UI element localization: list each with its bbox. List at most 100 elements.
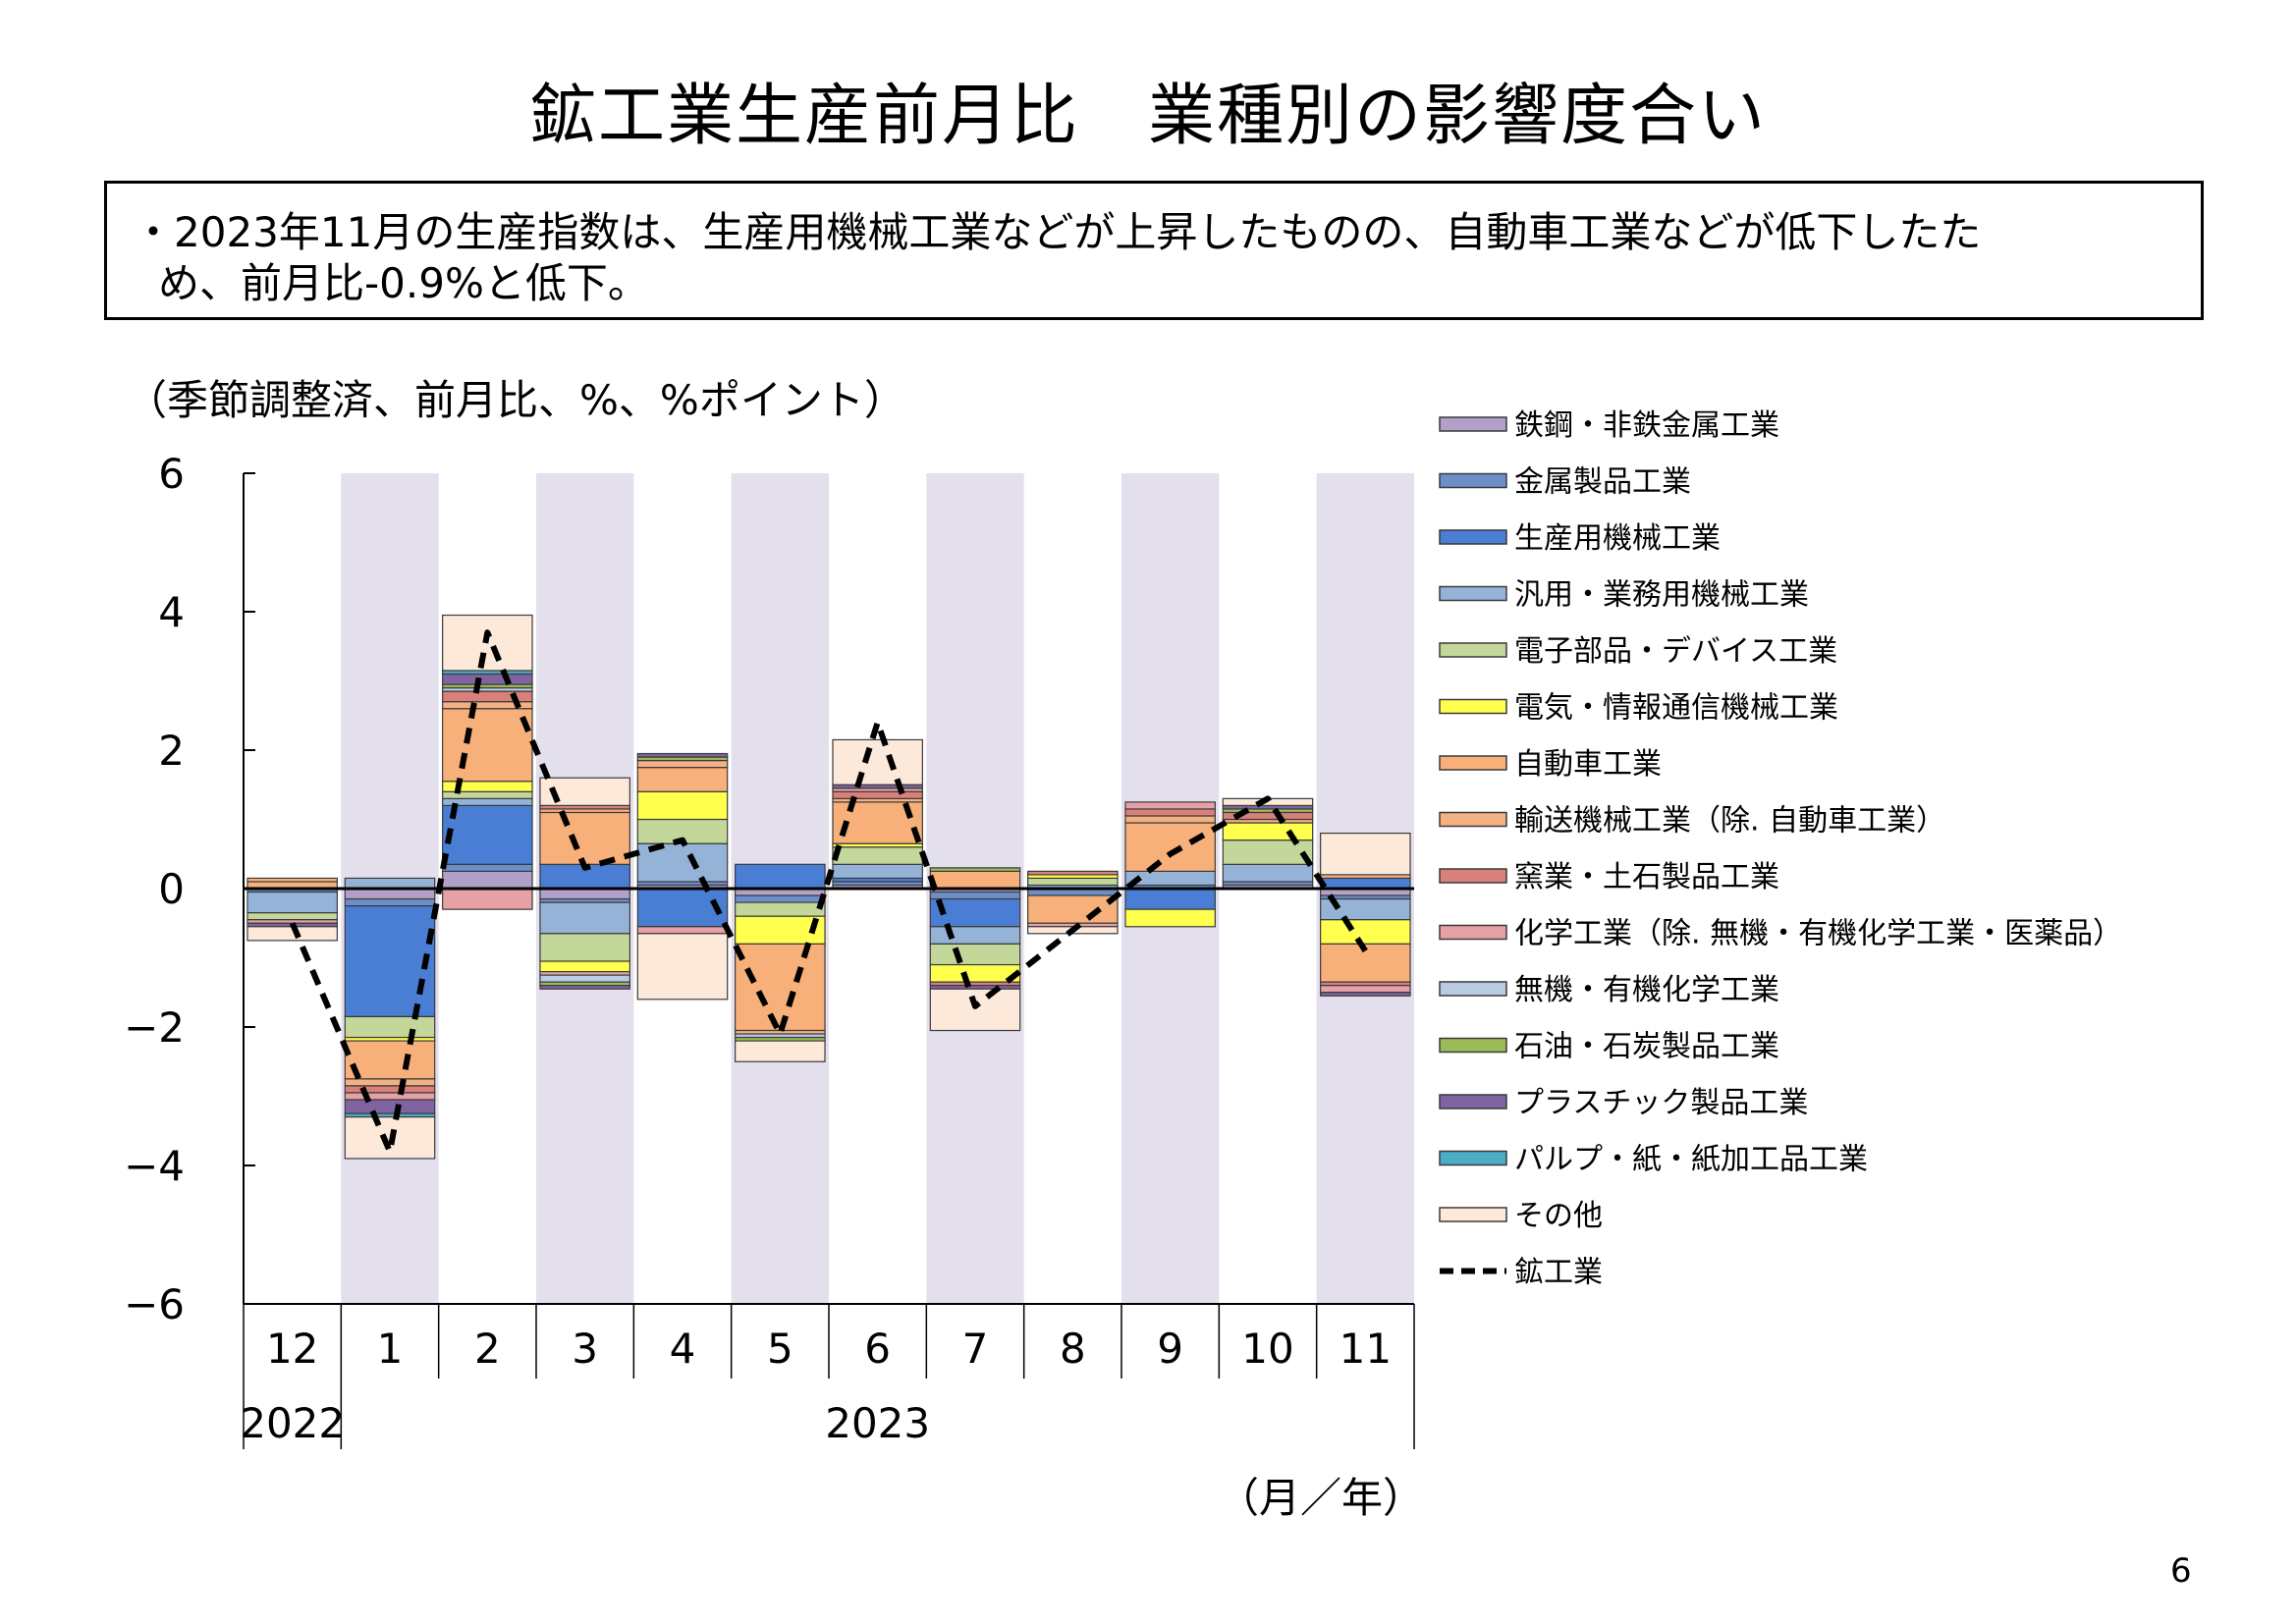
legend-label: 輸送機械工業（除. 自動車工業） xyxy=(1514,804,1945,839)
bar-segment xyxy=(539,974,630,983)
y-tick-label: −6 xyxy=(124,1280,185,1328)
bar-segment xyxy=(1124,822,1216,872)
legend-swatch xyxy=(1439,924,1507,941)
legend-label: 石油・石炭製品工業 xyxy=(1514,1030,1779,1064)
bar-segment xyxy=(442,690,533,703)
y-tick-label: 4 xyxy=(158,588,185,636)
x-tick-label: 2 xyxy=(474,1325,501,1373)
bar-segment xyxy=(832,790,923,799)
legend-swatch xyxy=(1439,1207,1507,1222)
legend-swatch xyxy=(1439,755,1507,771)
bar-segment xyxy=(929,988,1021,1032)
bar-segment xyxy=(636,767,729,792)
bar-segment xyxy=(929,891,1021,900)
bar-segment xyxy=(929,870,1021,890)
bar-segment xyxy=(1320,832,1411,876)
bar-segment xyxy=(344,1092,436,1101)
bar-segment xyxy=(636,759,729,769)
legend-label: 電気・情報通信機械工業 xyxy=(1514,691,1838,726)
unit-label: （季節調整済、前月比、%、%ポイント） xyxy=(126,376,905,424)
bar-segment xyxy=(344,888,436,900)
bar-segment xyxy=(1124,888,1216,910)
bar-segment xyxy=(1222,822,1314,841)
summary-line-2: め、前月比-0.9%と低下。 xyxy=(158,259,649,307)
bar-segment xyxy=(735,1040,826,1062)
bar-segment xyxy=(539,960,630,973)
bar-segment xyxy=(442,673,533,685)
x-tick-label: 11 xyxy=(1339,1325,1392,1373)
bar-segment xyxy=(344,1099,436,1114)
bar-segment xyxy=(1222,839,1314,865)
legend-label: 窯業・土石製品工業 xyxy=(1514,860,1779,894)
legend-label: 自動車工業 xyxy=(1514,747,1662,782)
bar-segment xyxy=(442,870,533,890)
bar-segment xyxy=(442,863,533,872)
bar-segment xyxy=(344,897,436,907)
bar-segment xyxy=(735,894,826,903)
bar-segment xyxy=(1027,877,1119,887)
legend-label: その他 xyxy=(1514,1199,1603,1233)
bar-segment xyxy=(1124,815,1216,824)
bar-segment xyxy=(246,877,338,883)
legend-label: 汎用・業務用機械工業 xyxy=(1514,578,1809,613)
bar-segment xyxy=(1222,863,1314,883)
legend-swatch xyxy=(1439,529,1507,545)
x-tick-label: 5 xyxy=(767,1325,793,1373)
bar-segment xyxy=(735,943,826,1032)
bar-segment xyxy=(1320,992,1411,997)
bar-segment xyxy=(539,901,630,935)
legend-swatch xyxy=(1439,1150,1507,1166)
y-tick-label: −2 xyxy=(124,1003,185,1052)
legend-swatch xyxy=(1439,642,1507,658)
bar-segment xyxy=(539,888,630,900)
legend-label: 化学工業（除. 無機・有機化学工業・医薬品） xyxy=(1514,917,2122,951)
summary-box: ・2023年11月の生産指数は、生産用機械工業などが上昇したものの、自動車工業な… xyxy=(104,181,2204,320)
bar-segment xyxy=(246,891,338,914)
legend-swatch xyxy=(1439,416,1507,432)
y-tick-label: 2 xyxy=(158,727,185,775)
bar-segment xyxy=(636,790,729,821)
bar-segment xyxy=(636,933,729,1001)
bar-segment xyxy=(929,867,1021,872)
year-label: 2022 xyxy=(240,1399,345,1447)
bar-segment xyxy=(246,912,338,921)
legend-label: パルプ・紙・紙加工品工業 xyxy=(1514,1143,1868,1177)
legend-swatch xyxy=(1439,981,1507,997)
bar-segment xyxy=(1124,808,1216,817)
legend-swatch xyxy=(1439,1037,1507,1054)
legend-swatch xyxy=(1439,472,1507,489)
y-tick-label: −4 xyxy=(124,1142,185,1190)
x-tick-label: 6 xyxy=(864,1325,891,1373)
bar-segment xyxy=(1320,877,1411,890)
bar-segment xyxy=(442,708,533,783)
bar-segment xyxy=(344,1085,436,1094)
x-tick-label: 7 xyxy=(962,1325,989,1373)
bar-segment xyxy=(344,1078,436,1087)
x-unit-label: （月／年） xyxy=(1218,1474,1425,1522)
y-tick-label: 6 xyxy=(158,450,185,498)
bar-segment xyxy=(344,877,436,890)
legend-label: 鉱工業 xyxy=(1514,1256,1603,1290)
legend-label: 無機・有機化学工業 xyxy=(1514,973,1779,1007)
legend-label: 生産用機械工業 xyxy=(1514,521,1721,556)
summary-line-1: ・2023年11月の生産指数は、生産用機械工業などが上昇したものの、自動車工業な… xyxy=(133,208,1982,256)
bar-segment xyxy=(1027,894,1119,924)
bar-segment xyxy=(1320,919,1411,945)
bar-segment xyxy=(832,863,923,880)
bar-segment xyxy=(1124,801,1216,810)
x-tick-label: 1 xyxy=(377,1325,404,1373)
legend-swatch xyxy=(1439,868,1507,884)
legend-label: 金属製品工業 xyxy=(1514,465,1691,500)
bar-segment xyxy=(832,846,923,865)
bar-segment xyxy=(344,1015,436,1039)
y-tick-label: 0 xyxy=(158,865,185,913)
legend-label: プラスチック製品工業 xyxy=(1514,1086,1808,1120)
page-number: 6 xyxy=(2170,1551,2192,1591)
bar-segment xyxy=(735,863,826,890)
legend-swatch xyxy=(1439,585,1507,602)
x-tick-label: 4 xyxy=(670,1325,696,1373)
page-title: 鉱工業生産前月比 業種別の影響度合い xyxy=(528,78,1767,155)
bar-segment xyxy=(1027,870,1119,876)
x-tick-label: 10 xyxy=(1241,1325,1293,1373)
